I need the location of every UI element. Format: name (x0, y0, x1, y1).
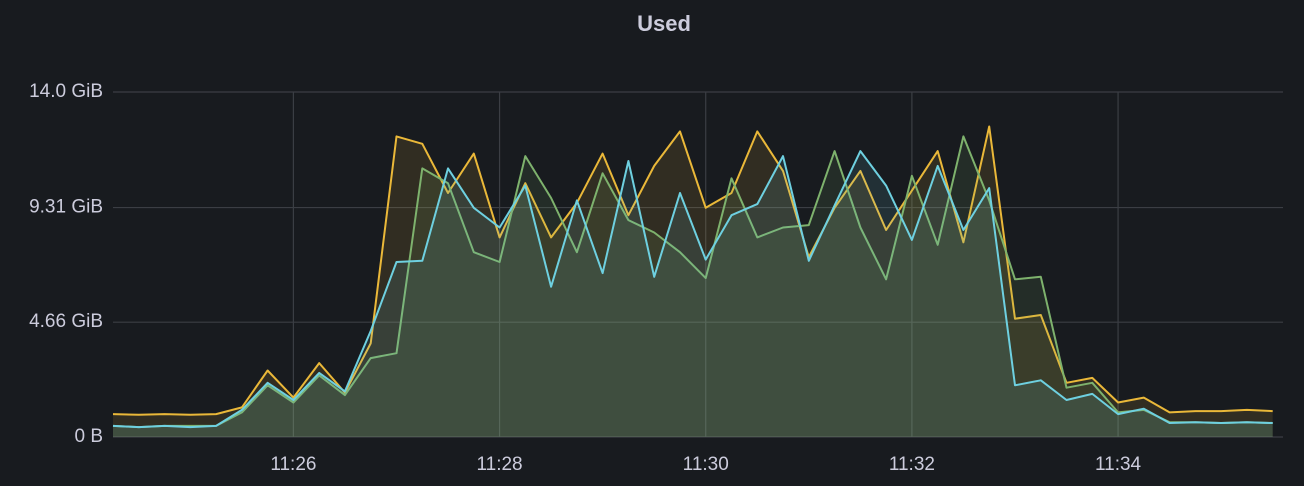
x-tick-label: 11:34 (1095, 454, 1142, 475)
y-tick-label: 14.0 GiB (29, 81, 103, 102)
series-line (112, 150, 1273, 429)
x-tick-label: 11:26 (270, 454, 316, 475)
series-area (113, 126, 1273, 437)
y-tick-label: 9.31 GiB (29, 197, 103, 218)
chart-title: Used (637, 11, 691, 36)
series-line (112, 125, 1273, 416)
x-tick-label: 11:28 (476, 454, 522, 475)
series-area (113, 151, 1273, 437)
x-tick-label: 11:30 (683, 454, 729, 475)
series-line (112, 135, 1273, 429)
x-tick-label: 11:32 (889, 454, 935, 475)
y-tick-label: 4.66 GiB (29, 311, 103, 332)
y-tick-label: 0 B (74, 426, 103, 447)
series-area (113, 136, 1273, 437)
